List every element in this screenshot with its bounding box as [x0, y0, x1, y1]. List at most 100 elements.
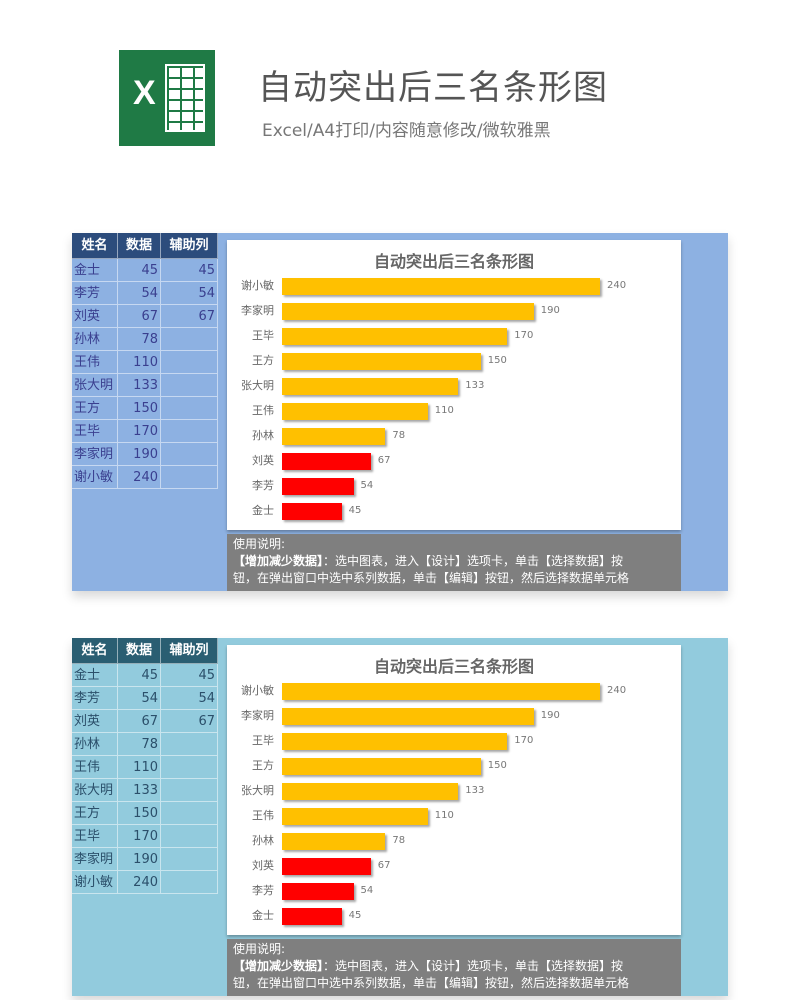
data-table: 姓名 数据 辅助列 金士 45 45 李芳 54 54 刘英 67 67 孙林 78 王伟 110 张大明 133… — [72, 638, 218, 894]
table-cell[interactable] — [161, 733, 218, 755]
table-cell[interactable]: 150 — [118, 397, 161, 419]
table-cell[interactable] — [161, 802, 218, 824]
bar-李芳[interactable] — [282, 477, 354, 495]
table-cell[interactable]: 240 — [118, 466, 161, 488]
table-cell[interactable]: 金士 — [72, 259, 118, 281]
bar-李家明[interactable] — [282, 707, 534, 725]
table-cell[interactable]: 张大明 — [72, 779, 118, 801]
table-cell[interactable]: 金士 — [72, 664, 118, 686]
table-cell[interactable]: 谢小敏 — [72, 466, 118, 488]
table-cell[interactable]: 王毕 — [72, 420, 118, 442]
table-cell[interactable]: 170 — [118, 825, 161, 847]
bar-王毕[interactable] — [282, 327, 508, 345]
table-cell[interactable]: 54 — [118, 282, 161, 304]
bar-chart[interactable]: 自动突出后三名条形图 谢小敏 240 李家明 190 王毕 170 王方 150 张大明 133 王伟… — [227, 240, 681, 530]
bar-张大明[interactable] — [282, 782, 459, 800]
bar-金士[interactable] — [282, 502, 342, 520]
table-cell[interactable]: 78 — [118, 733, 161, 755]
table-cell[interactable]: 谢小敏 — [72, 871, 118, 893]
table-cell[interactable]: 150 — [118, 802, 161, 824]
bar-刘英[interactable] — [282, 857, 371, 875]
table-cell[interactable] — [161, 420, 218, 442]
bar-王毕[interactable] — [282, 732, 508, 750]
bar-谢小敏[interactable] — [282, 277, 600, 295]
bar-李芳[interactable] — [282, 882, 354, 900]
column-header[interactable]: 数据 — [118, 638, 161, 663]
table-cell[interactable]: 190 — [118, 848, 161, 870]
data-label: 67 — [377, 455, 391, 466]
table-cell[interactable] — [161, 466, 218, 488]
bar-刘英[interactable] — [282, 452, 371, 470]
table-cell[interactable]: 45 — [161, 259, 218, 281]
bar-李家明[interactable] — [282, 302, 534, 320]
bar-谢小敏[interactable] — [282, 682, 600, 700]
table-cell[interactable]: 李家明 — [72, 443, 118, 465]
table-cell[interactable]: 133 — [118, 374, 161, 396]
column-header[interactable]: 辅助列 — [161, 233, 218, 258]
bar-金士[interactable] — [282, 907, 342, 925]
table-row: 谢小敏 240 — [72, 871, 218, 894]
table-cell[interactable] — [161, 397, 218, 419]
table-cell[interactable]: 67 — [118, 305, 161, 327]
bar-张大明[interactable] — [282, 377, 459, 395]
table-cell[interactable]: 45 — [118, 259, 161, 281]
table-cell[interactable]: 67 — [161, 305, 218, 327]
table-cell[interactable]: 李芳 — [72, 687, 118, 709]
table-cell[interactable] — [161, 443, 218, 465]
data-label: 133 — [465, 785, 485, 796]
page-subtitle: Excel/A4打印/内容随意修改/微软雅黑 — [262, 121, 551, 141]
bar-王方[interactable] — [282, 757, 481, 775]
table-row: 王毕 170 — [72, 420, 218, 443]
table-cell[interactable] — [161, 374, 218, 396]
instructions-text: ：选中图表，进入【设计】选项卡，单击【选择数据】按 — [323, 959, 624, 973]
table-cell[interactable]: 王毕 — [72, 825, 118, 847]
table-row: 李家明 190 — [72, 443, 218, 466]
table-cell[interactable]: 110 — [118, 756, 161, 778]
table-cell[interactable]: 张大明 — [72, 374, 118, 396]
table-cell[interactable] — [161, 871, 218, 893]
table-cell[interactable] — [161, 825, 218, 847]
table-cell[interactable]: 54 — [161, 687, 218, 709]
table-cell[interactable]: 190 — [118, 443, 161, 465]
column-header[interactable]: 数据 — [118, 233, 161, 258]
bar-王伟[interactable] — [282, 402, 428, 420]
bar-孙林[interactable] — [282, 832, 386, 850]
table-cell[interactable] — [161, 756, 218, 778]
table-cell[interactable]: 孙林 — [72, 328, 118, 350]
category-label: 刘英 — [252, 859, 274, 872]
table-cell[interactable] — [161, 848, 218, 870]
bar-chart[interactable]: 自动突出后三名条形图 谢小敏 240 李家明 190 王毕 170 王方 150 张大明 133 王伟… — [227, 645, 681, 935]
column-header[interactable]: 姓名 — [72, 233, 118, 258]
table-cell[interactable]: 110 — [118, 351, 161, 373]
table-cell[interactable] — [161, 779, 218, 801]
table-cell[interactable]: 45 — [161, 664, 218, 686]
column-header[interactable]: 辅助列 — [161, 638, 218, 663]
table-cell[interactable]: 王伟 — [72, 756, 118, 778]
table-cell[interactable]: 孙林 — [72, 733, 118, 755]
table-cell[interactable]: 78 — [118, 328, 161, 350]
category-label: 刘英 — [252, 454, 274, 467]
table-cell[interactable]: 王方 — [72, 802, 118, 824]
table-row: 李芳 54 54 — [72, 687, 218, 710]
bar-孙林[interactable] — [282, 427, 386, 445]
table-cell[interactable] — [161, 328, 218, 350]
table-cell[interactable]: 45 — [118, 664, 161, 686]
table-cell[interactable]: 67 — [161, 710, 218, 732]
table-cell[interactable]: 240 — [118, 871, 161, 893]
table-cell[interactable]: 刘英 — [72, 710, 118, 732]
table-cell[interactable]: 王方 — [72, 397, 118, 419]
table-cell[interactable]: 54 — [118, 687, 161, 709]
table-cell[interactable]: 133 — [118, 779, 161, 801]
table-cell[interactable]: 李家明 — [72, 848, 118, 870]
table-cell[interactable]: 李芳 — [72, 282, 118, 304]
excel-logo-icon: X — [119, 50, 215, 146]
table-cell[interactable]: 54 — [161, 282, 218, 304]
column-header[interactable]: 姓名 — [72, 638, 118, 663]
bar-王伟[interactable] — [282, 807, 428, 825]
table-cell[interactable]: 王伟 — [72, 351, 118, 373]
table-cell[interactable]: 170 — [118, 420, 161, 442]
table-cell[interactable]: 刘英 — [72, 305, 118, 327]
table-cell[interactable]: 67 — [118, 710, 161, 732]
bar-王方[interactable] — [282, 352, 481, 370]
table-cell[interactable] — [161, 351, 218, 373]
